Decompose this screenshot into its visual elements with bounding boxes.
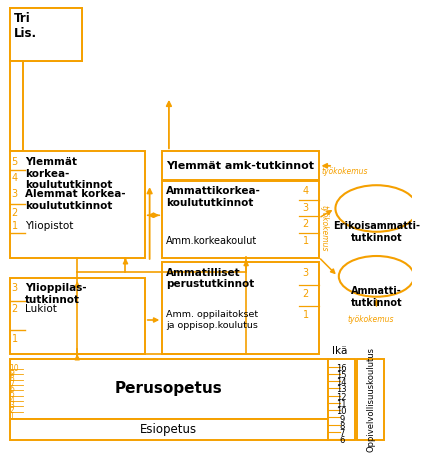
Text: 4: 4: [302, 186, 308, 196]
Text: 11: 11: [336, 400, 346, 409]
Text: 2: 2: [12, 207, 18, 218]
Text: 1: 1: [12, 334, 17, 344]
Text: työkokemus: työkokemus: [321, 167, 367, 176]
Bar: [10, 151, 144, 258]
Bar: [356, 359, 383, 440]
Text: Ylioppilas-
tutkinnot: Ylioppilas- tutkinnot: [25, 283, 86, 305]
Text: 5: 5: [12, 157, 18, 167]
Text: 6: 6: [338, 437, 344, 445]
Text: 2: 2: [302, 289, 308, 299]
Bar: [10, 8, 82, 61]
Text: 14: 14: [336, 378, 346, 387]
Text: 13: 13: [336, 385, 346, 395]
Text: 2: 2: [10, 406, 14, 415]
Text: 6: 6: [10, 385, 14, 394]
Text: Ammattikorkea-
koulututkinnot: Ammattikorkea- koulututkinnot: [166, 186, 260, 208]
Text: Ammatti-
tutkinnot: Ammatti- tutkinnot: [350, 286, 401, 308]
Text: 12: 12: [336, 393, 346, 402]
Text: 8: 8: [338, 422, 344, 431]
Text: Ylemmät amk-tutkinnot: Ylemmät amk-tutkinnot: [166, 161, 314, 171]
Bar: [10, 8, 82, 61]
Text: Ylemmät
korkea-
koulututkinnot: Ylemmät korkea- koulututkinnot: [25, 157, 112, 190]
Text: Oppivelvollisuuskoulutus: Oppivelvollisuuskoulutus: [366, 347, 374, 452]
Text: 3: 3: [302, 267, 308, 278]
Text: Lukiot: Lukiot: [25, 304, 57, 315]
Text: 3: 3: [302, 203, 308, 213]
Text: Esiopetus: Esiopetus: [140, 423, 197, 436]
Text: 8: 8: [10, 374, 14, 383]
Text: Ammatilliset
perustutkinnot: Ammatilliset perustutkinnot: [166, 267, 253, 289]
Text: Tri
Lis.: Tri Lis.: [14, 12, 37, 40]
Bar: [10, 61, 23, 151]
Bar: [10, 419, 328, 440]
Text: 4: 4: [10, 395, 14, 405]
Bar: [10, 359, 328, 419]
Text: 3: 3: [10, 401, 14, 410]
Bar: [162, 262, 318, 354]
Text: 7: 7: [10, 380, 14, 389]
Text: Alemmat korkea-
koulututkinnot: Alemmat korkea- koulututkinnot: [25, 189, 125, 211]
Text: 3: 3: [12, 283, 17, 293]
Text: 1: 1: [302, 236, 308, 246]
Text: 9: 9: [338, 414, 343, 424]
Ellipse shape: [335, 185, 417, 232]
Text: 15: 15: [336, 371, 346, 380]
Text: 16: 16: [336, 364, 346, 373]
Text: 10: 10: [10, 364, 19, 373]
Text: 7: 7: [338, 429, 344, 438]
Text: 2: 2: [12, 304, 18, 315]
Text: 9: 9: [10, 369, 14, 378]
Text: 2: 2: [302, 219, 308, 229]
Bar: [162, 151, 318, 180]
Text: 3: 3: [12, 189, 17, 199]
Text: työkokemus: työkokemus: [319, 205, 328, 251]
Text: 10: 10: [336, 407, 346, 416]
Ellipse shape: [338, 256, 413, 297]
Text: työkokemus: työkokemus: [347, 315, 393, 324]
Text: 5: 5: [10, 390, 14, 399]
Bar: [162, 181, 318, 258]
Text: Perusopetus: Perusopetus: [115, 381, 222, 396]
Text: 4: 4: [12, 173, 17, 182]
Text: Yliopistot: Yliopistot: [25, 221, 73, 231]
Bar: [328, 359, 354, 440]
Text: Amm. oppilaitokset
ja oppisop.koulutus: Amm. oppilaitokset ja oppisop.koulutus: [166, 310, 258, 330]
Text: 1: 1: [12, 221, 17, 231]
Text: 1: 1: [10, 412, 14, 420]
Text: Ikä: Ikä: [331, 346, 347, 356]
Text: Erikoisammatti-
tutkinnot: Erikoisammatti- tutkinnot: [332, 221, 419, 243]
Text: Amm.korkeakoulut: Amm.korkeakoulut: [166, 236, 257, 246]
Text: 1: 1: [302, 310, 308, 320]
Bar: [10, 278, 144, 354]
